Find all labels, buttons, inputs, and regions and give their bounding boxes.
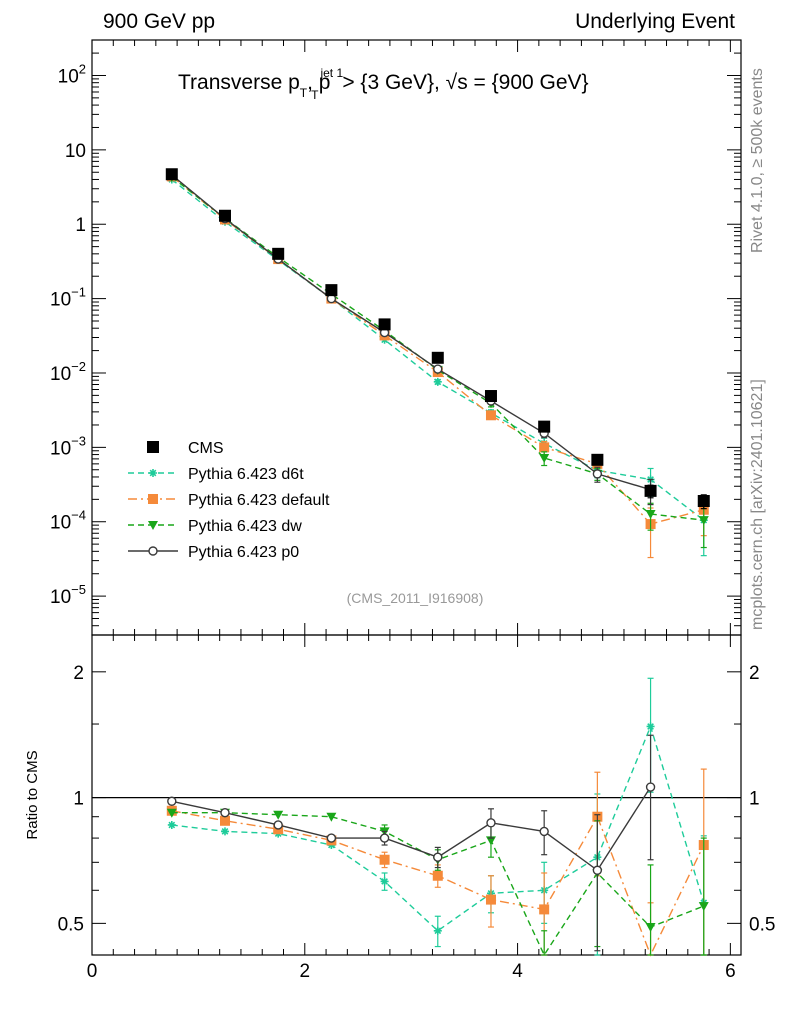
y-tick-label: 10−4 [50, 508, 86, 534]
y-tick-label: 10 [65, 141, 86, 162]
ratio-point-pythia-6-423-default [219, 815, 230, 826]
ratio-series-pythia-6-423-p0 [167, 734, 656, 952]
ratio-y-tick-label: 0.5 [58, 914, 84, 935]
main-point-cms [591, 453, 604, 466]
header-right: Underlying Event [575, 10, 735, 33]
ratio-point-pythia-6-423-p0 [220, 808, 230, 818]
legend-label: CMS [188, 440, 224, 457]
analysis-watermark: (CMS_2011_I916908) [347, 590, 484, 606]
legend-marker [148, 521, 158, 530]
y-tick-label: 10−3 [50, 433, 86, 459]
main-point-cms [484, 390, 497, 403]
main-line-pythia-6-423-p0 [171, 174, 651, 491]
ratio-point-pythia-6-423-p0 [486, 818, 496, 828]
main-point-cms [538, 420, 551, 433]
ratio-y-tick-label-right: 1 [749, 789, 760, 810]
legend-entry-pythia-6-423-p0: Pythia 6.423 p0 [128, 544, 299, 561]
main-point-pythia-6-423-p0 [433, 364, 443, 374]
main-point-cms [644, 484, 657, 497]
y-tick-label: 102 [58, 61, 86, 87]
ratio-point-pythia-6-423-dw [273, 810, 284, 820]
ratio-point-pythia-6-423-d6t [380, 877, 389, 886]
ratio-point-pythia-6-423-default [379, 854, 390, 865]
ratio-point-pythia-6-423-p0 [645, 782, 656, 792]
ratio-point-pythia-6-423-dw [645, 923, 656, 933]
x-tick-label: 2 [299, 961, 310, 982]
legend-label: Pythia 6.423 default [188, 492, 330, 509]
ratio-point-pythia-6-423-p0 [167, 796, 177, 806]
main-point-pythia-6-423-default [485, 410, 496, 421]
ratio-point-pythia-6-423-dw [698, 902, 709, 912]
legend-marker [149, 469, 157, 477]
ratio-y-axis-label: Ratio to CMS [24, 750, 41, 839]
ratio-point-pythia-6-423-dw [166, 808, 177, 818]
ratio-y-tick-label-right: 2 [749, 663, 760, 684]
ratio-point-pythia-6-423-p0 [379, 833, 390, 843]
legend: CMS Pythia 6.423 d6t Pythia 6.423 default P… [128, 440, 330, 561]
header-left: 900 GeV pp [103, 10, 215, 33]
ratio-point-pythia-6-423-p0 [273, 820, 283, 830]
legend-entry-pythia-6-423-dw: Pythia 6.423 dw [128, 518, 302, 535]
main-series-pythia-6-423-p0 [167, 170, 656, 506]
y-tick-label: 1 [75, 215, 86, 236]
ratio-point-pythia-6-423-d6t [220, 827, 229, 836]
main-panel: 102 10 1 10−1 10−2 10−3 10−4 10−5 [50, 39, 742, 636]
main-point-pythia-6-423-dw [539, 453, 550, 463]
y-tick-label: 10−1 [50, 285, 86, 311]
ratio-point-pythia-6-423-default [432, 870, 443, 881]
legend-marker [147, 441, 159, 453]
main-point-cms [165, 168, 178, 181]
main-point-cms [378, 318, 391, 331]
legend-label: Pythia 6.423 dw [188, 518, 302, 535]
main-point-cms [697, 495, 710, 508]
ratio-point-pythia-6-423-d6t [433, 926, 442, 935]
ratio-point-pythia-6-423-p0 [592, 865, 603, 875]
y-tick-label: 10−2 [50, 359, 86, 385]
ratio-point-pythia-6-423-default [539, 904, 550, 915]
main-point-cms [431, 351, 444, 364]
ratio-y-tick-label: 1 [73, 789, 84, 810]
x-tick-label: 0 [87, 961, 98, 982]
ratio-point-pythia-6-423-d6t [167, 820, 176, 829]
x-tick-label: 6 [725, 961, 736, 982]
ratio-series-pythia-6-423-d6t [167, 677, 708, 956]
ratio-point-pythia-6-423-d6t [646, 722, 655, 731]
main-point-cms [325, 284, 338, 297]
mcplots-source-label: mcplots.cern.ch [arXiv:2401.10621] [749, 379, 766, 630]
ratio-y-tick-label-right: 0.5 [749, 914, 775, 935]
main-point-pythia-6-423-dw [645, 510, 656, 520]
ratio-point-pythia-6-423-p0 [326, 833, 337, 843]
main-point-cms [272, 247, 285, 260]
y-tick-label: 10−5 [50, 582, 86, 608]
rivet-version-label: Rivet 4.1.0, ≥ 500k events [749, 68, 766, 253]
ratio-line-pythia-6-423-p0 [171, 786, 652, 872]
ratio-panel: 0 2 4 6 0.5 0.5 1 1 2 2 [58, 623, 775, 982]
legend-entry-pythia-6-423-default: Pythia 6.423 default [128, 492, 330, 509]
ratio-point-pythia-6-423-p0 [433, 852, 443, 862]
ratio-point-pythia-6-423-default [485, 894, 496, 905]
x-tick-label: 4 [512, 961, 523, 982]
main-line-pythia-6-423-dw [171, 176, 704, 521]
main-point-pythia-6-423-default [539, 442, 550, 453]
ratio-frame [91, 634, 742, 956]
legend-marker [148, 494, 158, 504]
legend-label: Pythia 6.423 d6t [188, 466, 304, 483]
legend-entry-pythia-6-423-d6t: Pythia 6.423 d6t [128, 466, 304, 483]
legend-entry-cms: CMS [147, 440, 224, 457]
legend-label: Pythia 6.423 p0 [188, 544, 299, 561]
main-point-pythia-6-423-d6t [433, 377, 442, 386]
main-point-cms [218, 209, 231, 222]
main-point-pythia-6-423-p0 [592, 469, 603, 479]
ratio-point-pythia-6-423-dw [326, 812, 337, 822]
main-point-pythia-6-423-dw [698, 516, 709, 526]
main-series-cms [165, 168, 710, 510]
ratio-y-tick-label: 2 [73, 663, 84, 684]
ratio-point-pythia-6-423-p0 [539, 826, 549, 837]
legend-marker [148, 546, 158, 556]
